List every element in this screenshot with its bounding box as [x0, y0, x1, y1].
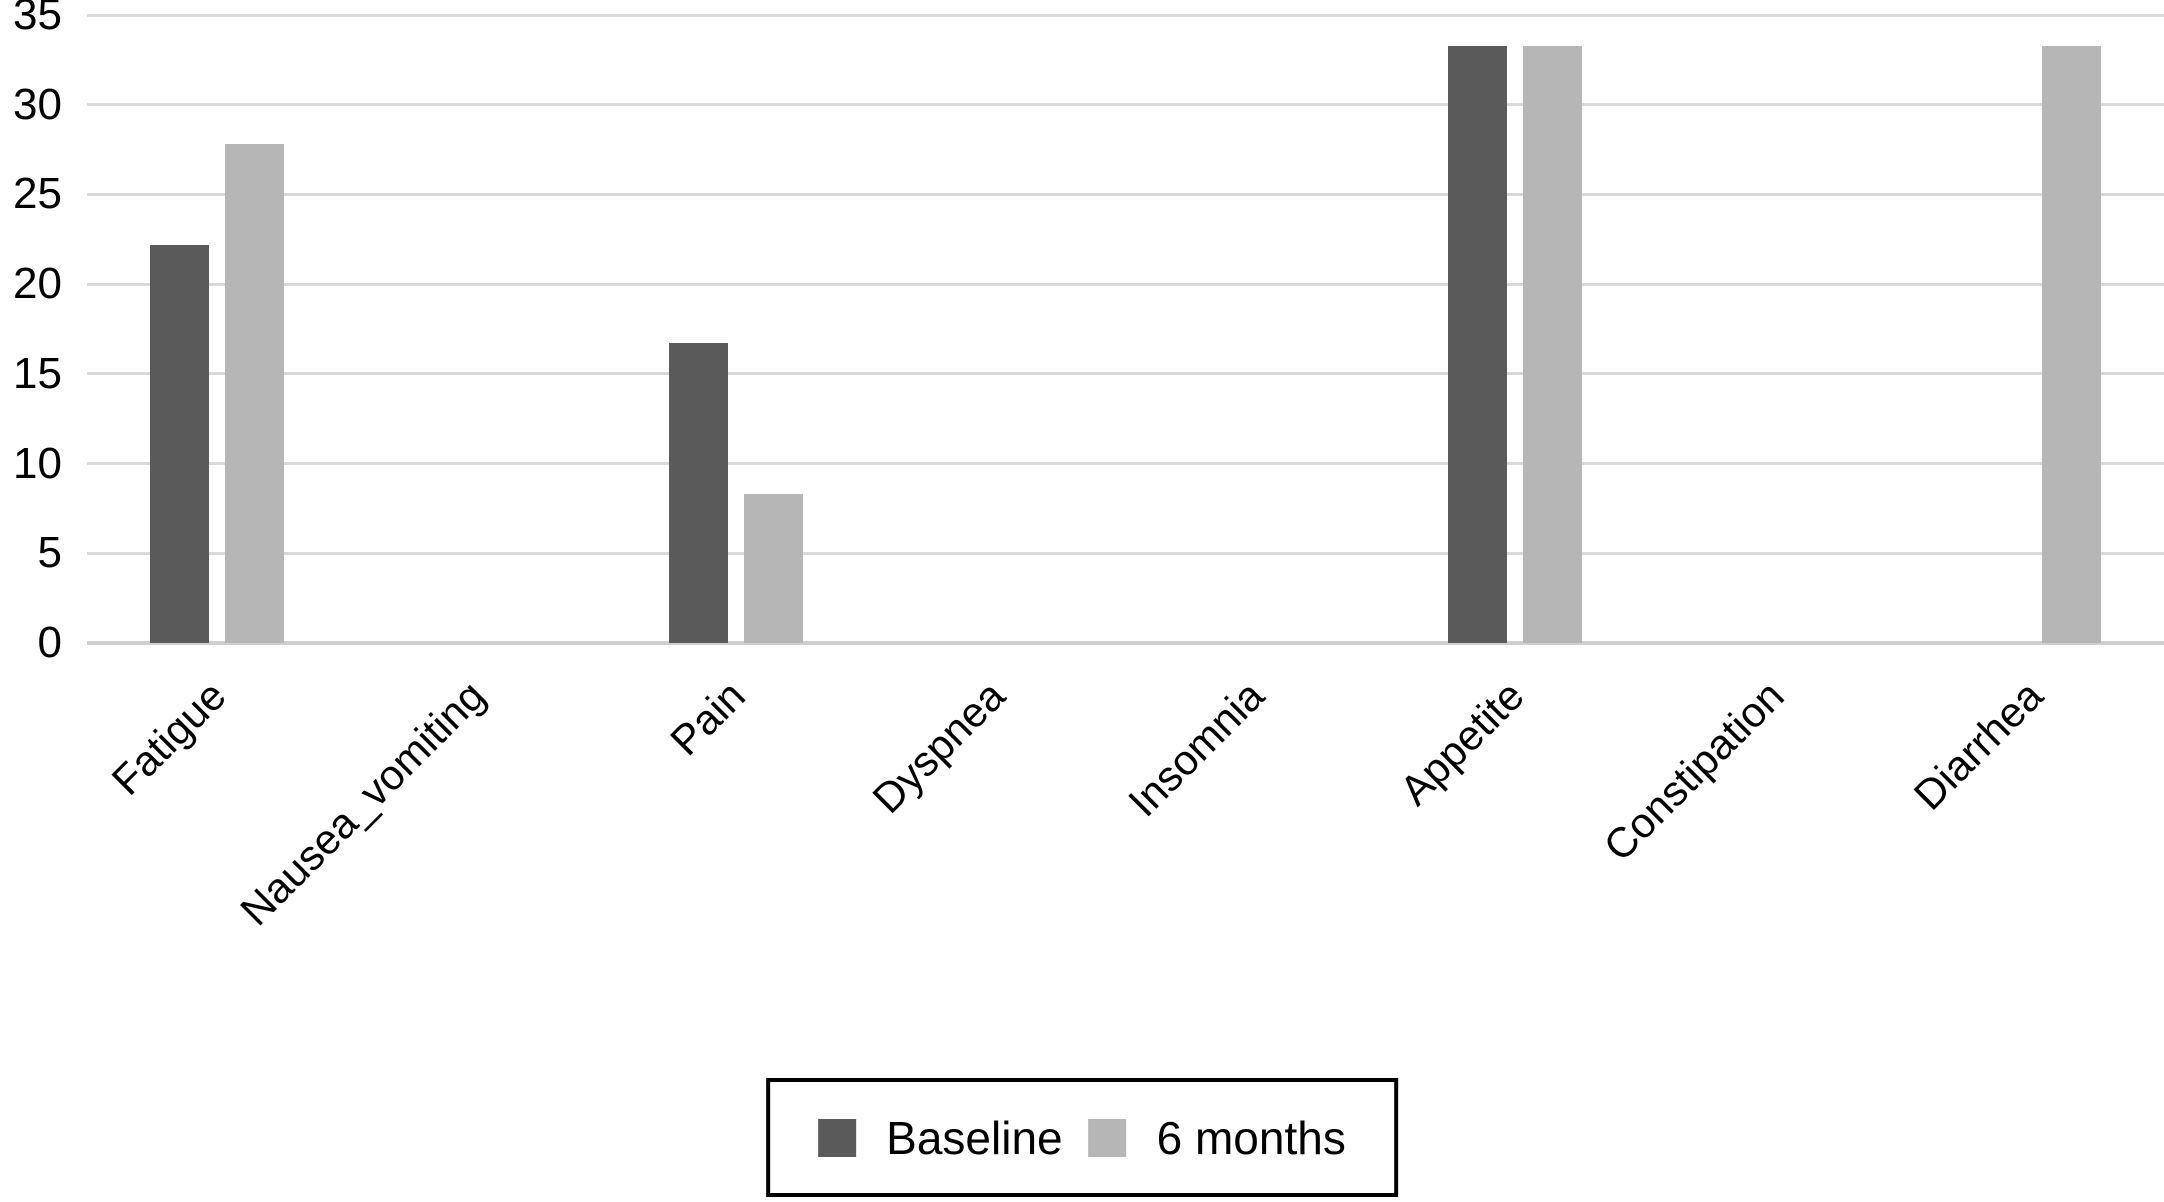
bar-6-months-diarrhea — [2042, 45, 2102, 643]
bar-6-months-appetite — [1522, 45, 1582, 643]
baseline-swatch — [818, 1118, 857, 1157]
six-months-swatch — [1088, 1118, 1127, 1157]
gridline — [87, 13, 2164, 17]
y-tick-label: 0 — [37, 618, 62, 667]
gridline — [87, 372, 2164, 376]
legend: Baseline 6 months — [766, 1078, 1398, 1197]
y-tick-label: 25 — [13, 169, 62, 219]
x-axis-baseline — [87, 641, 2164, 645]
legend-item-6-months: 6 months — [1088, 1111, 1346, 1165]
legend-item-baseline: Baseline — [818, 1111, 1063, 1165]
gridline — [87, 551, 2164, 555]
x-tick-label-fatigue: Fatigue — [102, 671, 235, 804]
x-tick-label-constipation: Constipation — [1594, 671, 1793, 870]
y-tick-label: 10 — [13, 438, 62, 488]
gridline — [87, 462, 2164, 466]
bar-6-months-fatigue — [224, 144, 284, 643]
y-tick-label: 35 — [13, 0, 62, 39]
legend-label-baseline: Baseline — [886, 1111, 1063, 1164]
y-tick-label: 20 — [13, 259, 62, 309]
plot-area — [87, 13, 2164, 645]
x-tick-label-diarrhea: Diarrhea — [1904, 671, 2053, 819]
x-tick-label-dyspnea: Dyspnea — [863, 671, 1014, 823]
bar-6-months-pain — [744, 494, 804, 643]
x-tick-label-insomnia: Insomnia — [1119, 671, 1274, 826]
x-tick-label-pain: Pain — [661, 671, 754, 765]
y-tick-label: 5 — [37, 528, 62, 578]
bar-baseline-fatigue — [149, 244, 209, 643]
x-tick-label-nausea-vomiting: Nausea_vomiting — [231, 671, 495, 935]
x-tick-label-appetite: Appetite — [1390, 671, 1533, 814]
gridline — [87, 282, 2164, 286]
y-tick-label: 30 — [13, 79, 62, 129]
bar-baseline-appetite — [1447, 45, 1507, 643]
gridline — [87, 192, 2164, 196]
legend-label-6-months: 6 months — [1156, 1111, 1346, 1164]
y-tick-label: 15 — [13, 348, 62, 398]
bar-baseline-pain — [669, 343, 729, 643]
gridline — [87, 103, 2164, 107]
